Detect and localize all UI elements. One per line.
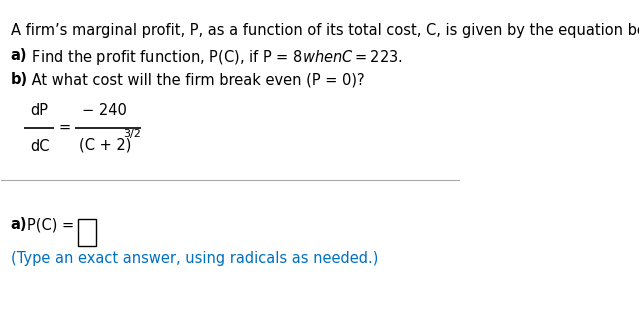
Text: At what cost will the firm break even (P = 0)?: At what cost will the firm break even (P… xyxy=(27,72,364,87)
Text: =: = xyxy=(59,120,71,135)
Text: A firm’s marginal profit, P, as a function of its total cost, C, is given by the: A firm’s marginal profit, P, as a functi… xyxy=(11,23,639,38)
Text: a): a) xyxy=(11,217,27,232)
Text: P(C) =: P(C) = xyxy=(27,217,73,232)
Text: (Type an exact answer, using radicals as needed.): (Type an exact answer, using radicals as… xyxy=(11,251,378,266)
Text: (C + 2): (C + 2) xyxy=(79,137,132,152)
Bar xyxy=(79,219,96,246)
Text: 3/2: 3/2 xyxy=(123,129,141,139)
Text: − 240: − 240 xyxy=(82,103,127,118)
Text: dP: dP xyxy=(30,103,48,118)
Text: b): b) xyxy=(11,72,27,87)
Text: dC: dC xyxy=(30,139,49,154)
Text: a): a) xyxy=(11,48,27,63)
Text: Find the profit function, P(C), if P = $8 when C = $223.: Find the profit function, P(C), if P = $… xyxy=(27,48,403,67)
